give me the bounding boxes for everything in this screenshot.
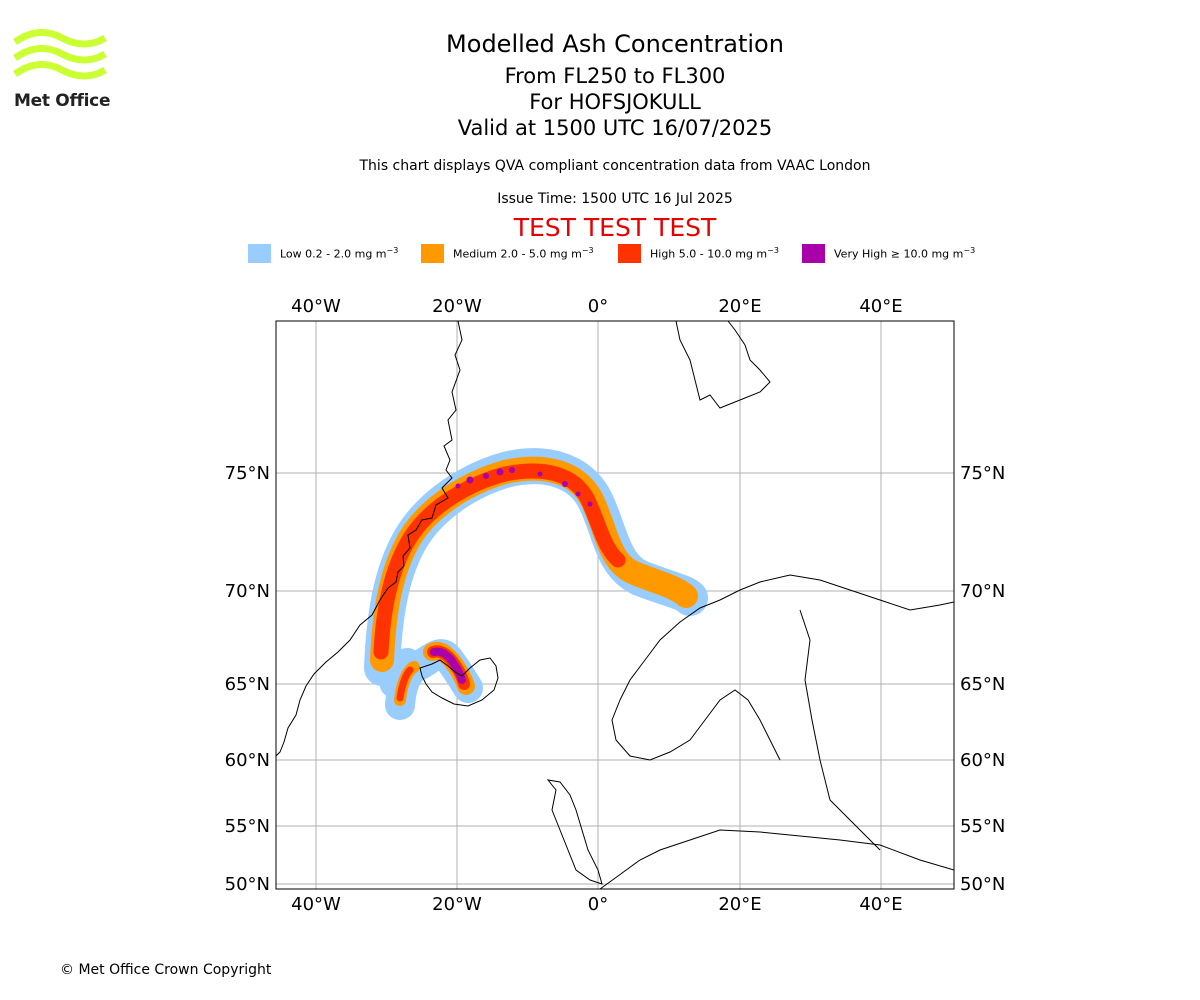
lon-label: 0°	[588, 894, 608, 915]
met-office-logo-text: Met Office	[14, 91, 111, 111]
lat-label: 65°N	[960, 674, 1005, 695]
legend-swatch-high	[618, 244, 641, 263]
lat-label: 75°N	[225, 463, 270, 484]
uk-coast	[546, 779, 603, 885]
greenland-coast	[276, 321, 463, 757]
lon-labels-top: 40°W 20°W 0° 20°E 40°E	[291, 296, 902, 317]
lat-label: 70°N	[225, 581, 270, 602]
europe-coast	[599, 829, 954, 889]
lat-labels-left: 75°N 70°N 65°N 60°N 55°N 50°N	[225, 463, 270, 895]
lon-label: 0°	[588, 296, 608, 317]
flight-level-range: From FL250 to FL300	[504, 64, 726, 88]
lon-label: 40°W	[291, 894, 341, 915]
map-frame	[275, 320, 955, 890]
lon-label: 20°E	[718, 894, 761, 915]
volcano-name: For HOFSJOKULL	[529, 90, 701, 114]
legend-swatch-medium	[421, 244, 444, 263]
lat-label: 50°N	[225, 874, 270, 895]
chart-title: Modelled Ash Concentration	[446, 30, 784, 58]
lat-label: 60°N	[960, 750, 1005, 771]
ash-very-high-band	[430, 467, 593, 684]
lat-label: 75°N	[960, 463, 1005, 484]
svalbard-coast	[675, 321, 771, 409]
legend-item-very-high: Very High ≥ 10.0 mg m−3	[802, 244, 975, 263]
iceland-coast	[419, 657, 499, 707]
copyright-notice: © Met Office Crown Copyright	[60, 962, 272, 978]
legend-item-medium: Medium 2.0 - 5.0 mg m−3	[421, 244, 594, 263]
issue-time: Issue Time: 1500 UTC 16 Jul 2025	[497, 191, 733, 207]
lon-label: 40°W	[291, 296, 341, 317]
scandinavia-coast	[619, 574, 954, 701]
legend-label-low: Low 0.2 - 2.0 mg m−3	[280, 246, 399, 261]
legend-swatch-very-high	[802, 244, 825, 263]
legend-swatch-low	[248, 244, 271, 263]
lon-labels-bottom: 40°W 20°W 0° 20°E 40°E	[291, 894, 902, 915]
lat-label: 60°N	[225, 750, 270, 771]
valid-time: Valid at 1500 UTC 16/07/2025	[457, 116, 773, 140]
met-office-logo-icon	[12, 29, 107, 80]
lon-label: 20°W	[432, 296, 482, 317]
chart-description: This chart displays QVA compliant concen…	[359, 158, 871, 174]
legend-label-medium: Medium 2.0 - 5.0 mg m−3	[453, 246, 594, 261]
lon-label: 40°E	[859, 894, 902, 915]
lon-label: 20°W	[432, 894, 482, 915]
lat-label: 70°N	[960, 581, 1005, 602]
lat-label: 50°N	[960, 874, 1005, 895]
lat-label: 55°N	[960, 816, 1005, 837]
legend-label-high: High 5.0 - 10.0 mg m−3	[650, 246, 779, 261]
lat-label: 65°N	[225, 674, 270, 695]
coastlines	[276, 321, 954, 889]
lon-label: 40°E	[859, 296, 902, 317]
lat-labels-right: 75°N 70°N 65°N 60°N 55°N 50°N	[960, 463, 1005, 895]
test-banner: TEST TEST TEST	[513, 213, 717, 242]
legend-label-very-high: Very High ≥ 10.0 mg m−3	[834, 246, 976, 261]
lon-label: 20°E	[718, 296, 761, 317]
legend-item-low: Low 0.2 - 2.0 mg m−3	[248, 244, 398, 263]
legend-item-high: High 5.0 - 10.0 mg m−3	[618, 244, 779, 263]
lat-label: 55°N	[225, 816, 270, 837]
